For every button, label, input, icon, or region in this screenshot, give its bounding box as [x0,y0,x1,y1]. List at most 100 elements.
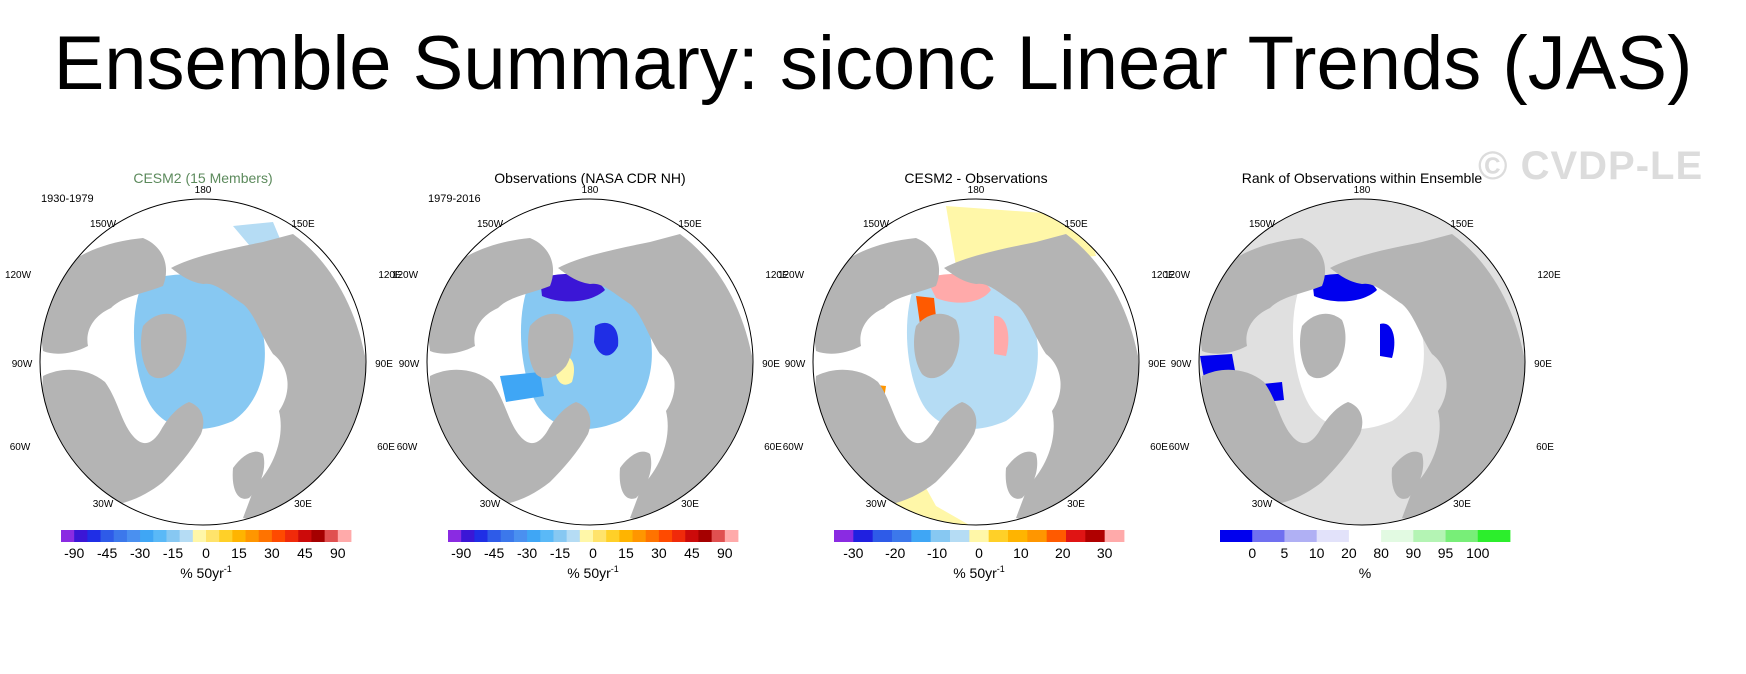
lon-label-left: 90W [785,359,806,370]
colorbar-swatch [698,530,713,542]
colorbar-tick: 0 [202,545,210,561]
colorbar-swatch [311,530,326,542]
lon-label-right-lower: 60E [1150,442,1168,453]
lon-label-left-lower: 60W [1169,442,1190,453]
colorbar-label: % 50yr-1 [567,564,619,581]
colorbar-swatch [606,530,620,542]
lon-label-lower-left: 30W [93,499,114,510]
colorbar-swatch [632,530,647,542]
colorbar-tick: 20 [1341,545,1357,561]
lon-label-lower-left: 30W [480,499,501,510]
colorbar-tick: 20 [1055,545,1071,561]
colorbar-swatch [911,530,932,542]
lon-label-left-upper: 120W [1164,270,1191,281]
colorbar-tick: 10 [1013,545,1029,561]
colorbar-swatch [711,530,726,542]
colorbar-tick: -20 [885,545,905,561]
colorbar-swatch [540,530,554,542]
colorbar-tick: 45 [297,545,313,561]
colorbar-swatch [579,530,594,542]
colorbar-tick: 30 [1097,545,1113,561]
colorbar-swatch [1316,530,1350,542]
colorbar-tick: 90 [330,545,346,561]
lon-label-lower-right: 30E [1453,499,1471,510]
lon-label-right: 90E [1534,359,1552,370]
colorbar-swatch [527,530,541,542]
colorbar-tick: 100 [1466,545,1490,561]
period-label: 1979-2016 [428,193,481,205]
colorbar-swatch [1046,530,1067,542]
lon-label-left-upper: 120W [5,270,32,281]
colorbar-swatch [258,530,273,542]
colorbar-tick: 0 [975,545,983,561]
colorbar-swatch [1104,530,1125,542]
lon-label-left: 90W [399,359,420,370]
lon-label-right-upper: 120E [765,270,789,281]
colorbar-tick: -45 [484,545,504,561]
colorbar-swatch [285,530,299,542]
lon-label-top: 180 [1354,186,1371,196]
colorbar-label: % [1359,565,1371,581]
colorbar-tick: 30 [264,545,280,561]
colorbar-swatch [1381,530,1414,542]
panel-title: CESM2 - Observations [904,170,1048,186]
colorbar: -90 -45 -30 -15 0 15 30 45 90 % 50yr-1 [61,530,352,581]
map-panel-1: CESM2 (15 Members)180 0 150W 150E 120W 120E 90… [0,160,413,660]
colorbar-tick: -30 [843,545,863,561]
colorbar-swatch [724,530,739,542]
lon-label-left-lower: 60W [10,442,31,453]
colorbar-swatch [474,530,488,542]
colorbar-tick: -15 [550,545,570,561]
lon-label-left: 90W [12,359,33,370]
colorbar-swatch [645,530,660,542]
colorbar-swatch [1220,530,1253,542]
colorbar-tick: 10 [1309,545,1325,561]
colorbar-tick: 0 [589,545,597,561]
lon-label-lower-right: 30E [1067,499,1085,510]
lon-label-top: 180 [582,186,599,196]
colorbar-swatch [271,530,286,542]
colorbar-swatch [192,530,207,542]
panel-title: Observations (NASA CDR NH) [494,170,686,186]
colorbar-tick: 15 [618,545,634,561]
lon-label-upper-left: 150W [477,219,504,230]
colorbar-swatch [61,530,75,542]
colorbar-tick: 5 [1281,545,1289,561]
colorbar-tick: -90 [64,545,84,561]
colorbar-swatch [892,530,912,542]
colorbar-swatch [500,530,515,542]
colorbar-swatch [1085,530,1106,542]
colorbar: 0 5 10 20 80 90 95 100% [1220,530,1511,581]
colorbar-swatch [658,530,673,542]
colorbar-swatch [74,530,88,542]
lon-label-lower-left: 30W [866,499,887,510]
colorbar-swatch [166,530,181,542]
panel-title: CESM2 (15 Members) [133,170,273,186]
colorbar-label: % 50yr-1 [180,564,232,581]
lon-label-upper-left: 150W [1249,219,1276,230]
colorbar-swatch [1252,530,1285,542]
colorbar-swatch [1066,530,1086,542]
colorbar-swatch [834,530,854,542]
colorbar-swatch [685,530,699,542]
watermark: © CVDP-LE [1478,144,1704,188]
lon-label-left-lower: 60W [397,442,418,453]
lon-label-upper-right: 150E [291,219,315,230]
colorbar-swatch [930,530,951,542]
colorbar-swatch [245,530,260,542]
colorbar-swatch [619,530,633,542]
colorbar-swatch [872,530,893,542]
colorbar-swatch [969,530,990,542]
colorbar-tick: -30 [517,545,537,561]
colorbar-swatch [566,530,581,542]
colorbar-tick: 45 [684,545,700,561]
lon-label-upper-right: 150E [1450,219,1474,230]
colorbar-swatch [324,530,339,542]
colorbar-swatch [672,530,686,542]
colorbar-swatch [337,530,352,542]
polar-map: 1800150W150E120W120E90W90E60W60E30W30E19… [5,186,402,542]
colorbar-swatch [1348,530,1382,542]
colorbar-swatch [853,530,874,542]
colorbar-swatch [232,530,246,542]
